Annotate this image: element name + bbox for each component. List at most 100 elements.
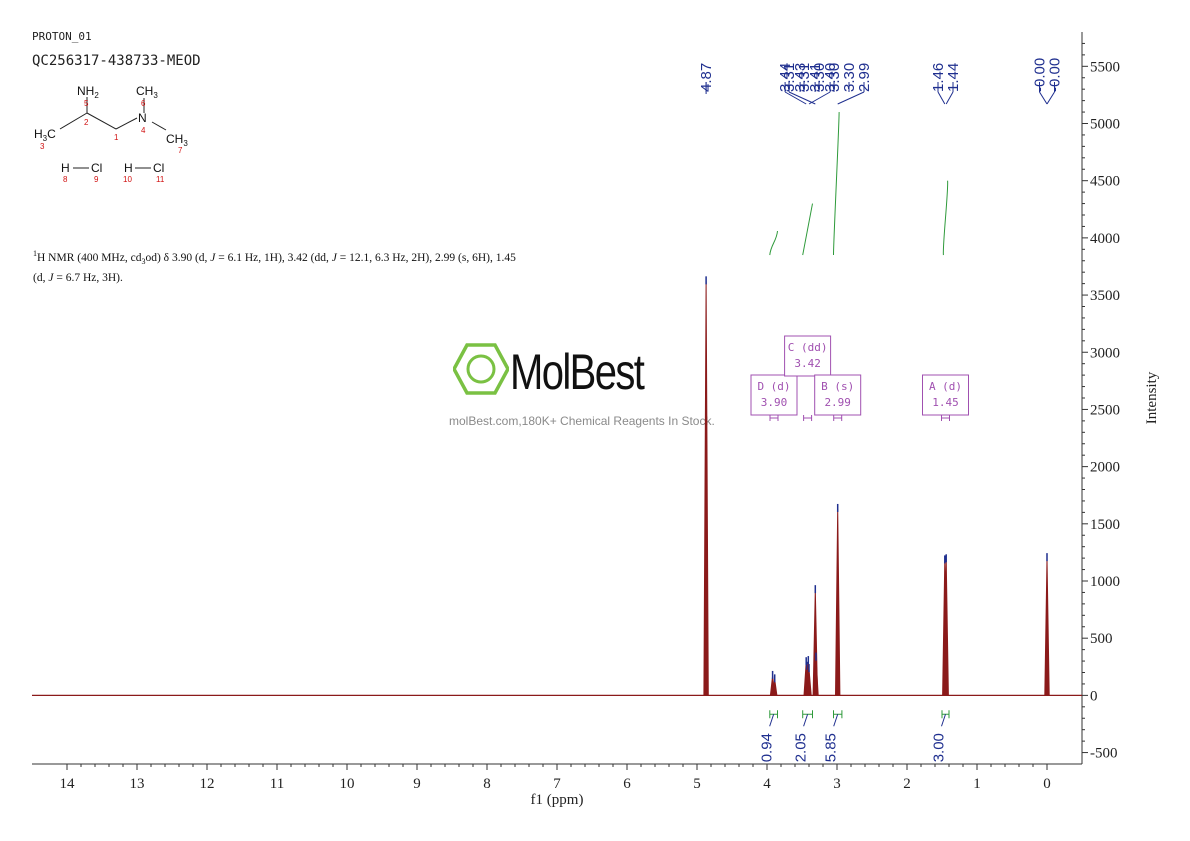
y-tick-label: 3500	[1090, 288, 1120, 304]
x-tick-label: 7	[553, 776, 561, 792]
integral-curve	[802, 203, 813, 256]
multiplet-box	[922, 374, 969, 416]
watermark-url: molBest.com,180K+ Chemical Reagents In S…	[449, 414, 715, 428]
multiplet-box	[814, 374, 862, 416]
hcl-1-cl: Cl	[91, 161, 102, 175]
multiplet-shift: 3.42	[794, 357, 821, 370]
multiplet-shift: 2.99	[824, 396, 851, 409]
chemical-structure: NH2 CH3 N H3C CH3 H Cl H Cl 5 6 2 1 4 3 …	[34, 85, 188, 184]
peak-label-connector	[837, 91, 865, 105]
peak-label: 3.30	[811, 63, 828, 92]
multiplet-label: D (d)	[757, 380, 790, 393]
x-tick-label: 13	[130, 776, 145, 792]
x-tick-label: 6	[623, 776, 631, 792]
x-tick-label: 2	[903, 776, 911, 792]
y-tick-label: 3000	[1090, 345, 1120, 361]
peak-label-connector	[945, 91, 954, 105]
atom-number: 7	[178, 146, 183, 155]
peak-label: 1.46	[930, 63, 947, 92]
peak-label-connector	[788, 91, 816, 105]
x-tick-label: 10	[340, 776, 355, 792]
hcl-2-h: H	[124, 161, 133, 175]
multiplet-shift: 1.45	[932, 396, 959, 409]
brand-name: MolBest	[510, 344, 645, 400]
integral-leader	[769, 714, 775, 727]
peak-label-connector	[1039, 91, 1048, 105]
integral-value: 3.00	[931, 733, 948, 762]
atom-number: 2	[84, 118, 89, 127]
peak-label: 2.99	[856, 63, 873, 92]
atom-number: 4	[141, 126, 146, 135]
y-tick-label: 5500	[1090, 59, 1120, 75]
spectrum-peak	[703, 281, 709, 696]
y-tick-label: 0	[1090, 688, 1098, 704]
atom-number: 5	[84, 99, 89, 108]
peak-label: 3.31	[781, 63, 798, 92]
atom-number: 6	[141, 99, 146, 108]
x-tick-label: 11	[270, 776, 284, 792]
y-tick-label: 1000	[1090, 574, 1120, 590]
integral-value: 2.05	[793, 733, 810, 762]
multiplet-label: C (dd)	[788, 341, 828, 354]
peak-label-connector	[808, 91, 831, 105]
atom-number: 10	[123, 175, 132, 184]
n-label: N	[138, 111, 147, 125]
peak-label: 4.87	[698, 63, 715, 92]
x-tick-label: 9	[413, 776, 421, 792]
multiplet-shift: 3.90	[761, 396, 788, 409]
nmr-description: 1H NMR (400 MHz, cd3od) δ 3.90 (d, J = 6…	[33, 246, 623, 286]
peak-label: 3.30	[826, 63, 843, 92]
spectrum-peak	[834, 508, 841, 696]
spectrum-peak	[943, 559, 949, 696]
x-tick-label: 0	[1043, 776, 1051, 792]
multiplet-label: A (d)	[929, 380, 962, 393]
integral-leader	[833, 714, 839, 727]
x-tick-label: 1	[973, 776, 981, 792]
integral-value: 5.85	[823, 733, 840, 762]
peak-label: -0.00	[1032, 58, 1049, 92]
peak-label: 3.31	[796, 63, 813, 92]
multiplet-box	[750, 374, 798, 416]
h3c-label: H3C	[34, 127, 56, 143]
x-tick-label: 8	[483, 776, 491, 792]
nmr-description-line-1: 1H NMR (400 MHz, cd3od) δ 3.90 (d, J = 6…	[33, 249, 516, 267]
spectrum-peak	[771, 679, 778, 696]
integral-curve	[832, 112, 840, 256]
y-tick-label: 2500	[1090, 402, 1120, 418]
atom-number: 9	[94, 175, 99, 184]
nmr-description-line-2: (d, J = 6.7 Hz, 3H).	[33, 272, 123, 285]
peak-label-connector	[1046, 91, 1055, 105]
atom-number: 8	[63, 175, 68, 184]
atom-number: 1	[114, 133, 119, 142]
x-tick-label: 4	[763, 776, 771, 792]
peak-label: 3.44	[777, 63, 794, 92]
peak-label: 3.41	[807, 63, 824, 92]
peak-label-connector	[937, 91, 946, 105]
peak-label: 1.44	[945, 63, 962, 92]
multiplet-box	[784, 335, 832, 377]
benzene-logo-icon	[453, 343, 509, 395]
spectrum-name: PROTON_01	[32, 30, 92, 43]
atom-number: 11	[156, 175, 165, 184]
peak-label: 3.43	[792, 63, 809, 92]
x-tick-label: 14	[60, 776, 76, 792]
integral-leader	[803, 714, 809, 727]
y-tick-label: 5000	[1090, 117, 1120, 133]
peak-label: -0.00	[1047, 58, 1064, 92]
peak-label: 3.40	[822, 63, 839, 92]
y-tick-label: 1500	[1090, 517, 1120, 533]
integral-curve	[942, 180, 949, 256]
atom-number: 3	[40, 142, 45, 151]
x-tick-label: 3	[833, 776, 841, 792]
y-tick-label: 4000	[1090, 231, 1120, 247]
integral-leader	[941, 714, 946, 727]
hcl-1-h: H	[61, 161, 70, 175]
multiplet-label: B (s)	[821, 380, 854, 393]
y-axis-label: Intensity	[1144, 371, 1160, 424]
nh2-label: NH2	[77, 85, 99, 100]
x-tick-label: 12	[200, 776, 215, 792]
sample-id: QC256317-438733-MEOD	[32, 53, 201, 69]
spectrum-peak	[1044, 558, 1050, 696]
